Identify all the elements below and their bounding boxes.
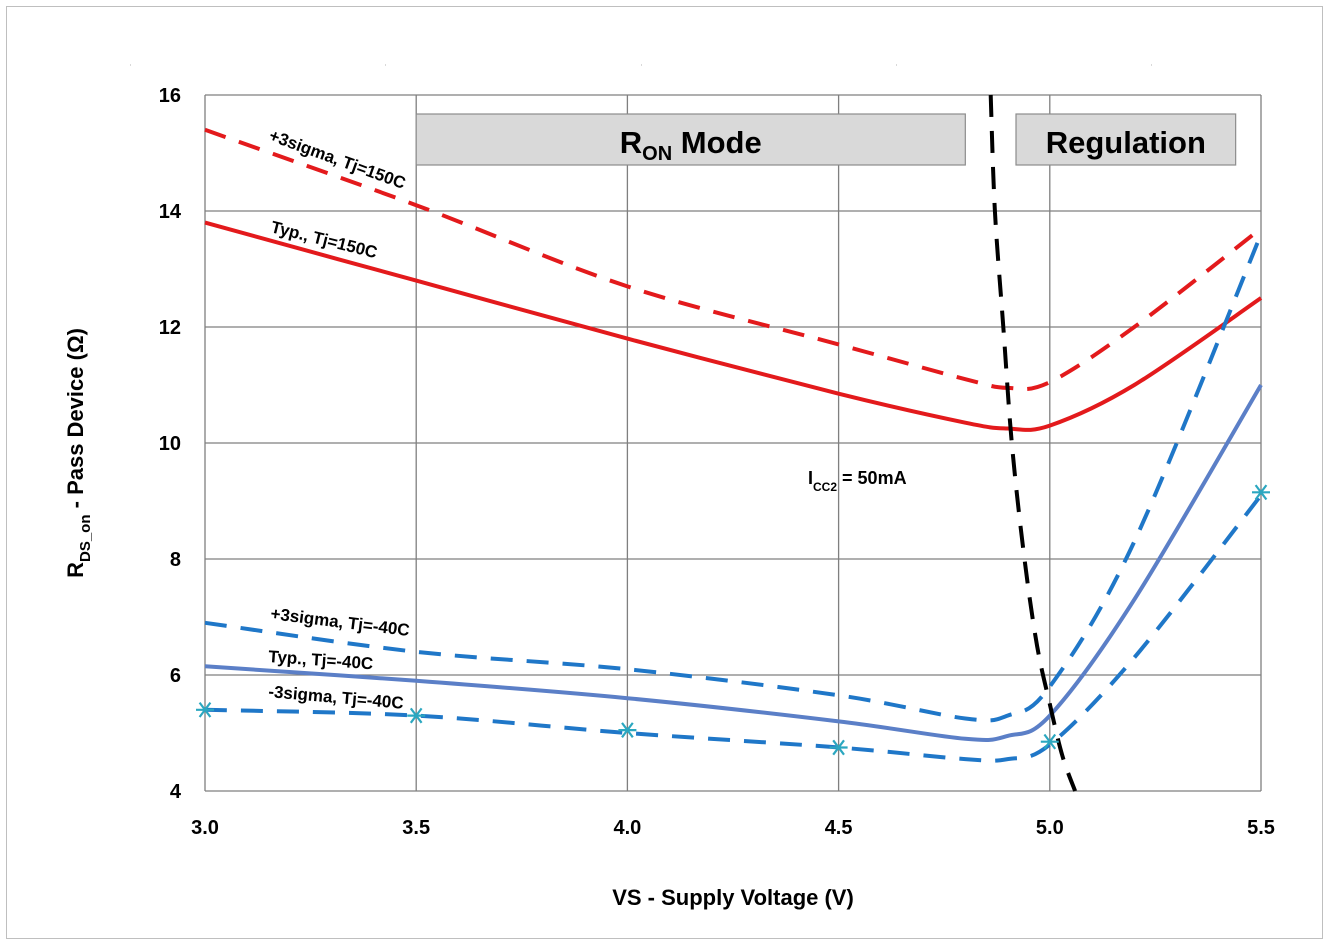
series-lines [204, 94, 1263, 792]
series-line-4 [204, 493, 1263, 763]
series-marker-0 [196, 701, 214, 718]
series-marker-4 [1040, 733, 1059, 750]
x-tick-label-4: 5.0 [1036, 817, 1064, 839]
series-label-3: Typ., Tj=-40C [268, 647, 374, 673]
series-markers [196, 484, 1270, 756]
series-line-0 [204, 127, 1263, 392]
region-label-0: RON Mode [620, 125, 762, 165]
region-label-0-sub: ON [642, 143, 672, 165]
x-tick-label-0: 3.0 [191, 817, 219, 839]
annotation-0-rest: = 50mA [837, 468, 907, 488]
series-marker-3-stroke-2 [832, 739, 845, 756]
series-line-2 [204, 233, 1263, 723]
top-dot-2 [641, 64, 642, 66]
top-dot-3 [896, 64, 897, 66]
annotation-0-sub: CC2 [813, 480, 837, 494]
region-label-1: Regulation [1046, 125, 1206, 160]
region-box-1 [1015, 113, 1237, 166]
series-marker-2 [618, 722, 637, 738]
region-label-0-rest: Mode [672, 125, 762, 160]
x-tick-label-2: 4.0 [613, 817, 641, 839]
grid [204, 94, 1262, 792]
tick-labels: 3.0 3.5 4.0 4.5 5.0 5.5 4 6 8 10 12 14 16 [159, 85, 1275, 839]
y-tick-label-2: 8 [170, 549, 181, 571]
y-tick-label-0: 4 [170, 781, 182, 803]
series-marker-4-stroke-2 [1043, 733, 1057, 750]
region-label-0-main: R [620, 125, 642, 160]
series-marker-2-stroke-2 [621, 722, 634, 738]
y-axis-title: RDS_on - Pass Device (Ω) [63, 328, 94, 578]
x-tick-label-3: 4.5 [825, 817, 853, 839]
region-boxes: RON Mode Regulation [415, 113, 1237, 166]
top-tick-dots [130, 64, 1152, 66]
y-axis-title-main: R [63, 562, 88, 578]
series-marker-5 [1252, 484, 1270, 501]
series-label-4: -3sigma, Tj=-40C [268, 682, 405, 713]
top-dot-4 [1151, 64, 1152, 66]
x-tick-label-5: 5.5 [1247, 817, 1275, 839]
region-label-1-main: Regulation [1046, 125, 1206, 160]
y-tick-label-4: 12 [159, 317, 181, 339]
top-dot-1 [385, 64, 386, 66]
series-line-1 [204, 220, 1263, 432]
y-axis-title-rest: - Pass Device (Ω) [63, 328, 88, 514]
series-marker-1-stroke-2 [409, 707, 423, 724]
axis-titles: VS - Supply Voltage (V) RDS_on - Pass Dev… [63, 328, 854, 910]
region-box-0 [415, 113, 966, 166]
chart-frame [6, 6, 1323, 939]
series-marker-0-stroke-2 [198, 701, 212, 718]
y-tick-label-5: 14 [159, 201, 182, 223]
top-dot-0 [130, 64, 131, 66]
y-axis-title-sub: DS_on [77, 514, 94, 562]
series-marker-1 [407, 707, 426, 724]
annotation-0-main: I [808, 468, 813, 488]
x-tick-label-1: 3.5 [402, 817, 430, 839]
x-axis-title: VS - Supply Voltage (V) [612, 885, 854, 910]
annotation-0: ICC2 = 50mA [808, 468, 907, 494]
y-tick-label-3: 10 [159, 433, 181, 455]
y-tick-label-1: 6 [170, 665, 181, 687]
y-tick-label-6: 16 [159, 85, 181, 107]
series-marker-5-stroke-2 [1254, 484, 1268, 501]
series-line-3 [204, 383, 1263, 742]
series-marker-3 [829, 739, 848, 756]
